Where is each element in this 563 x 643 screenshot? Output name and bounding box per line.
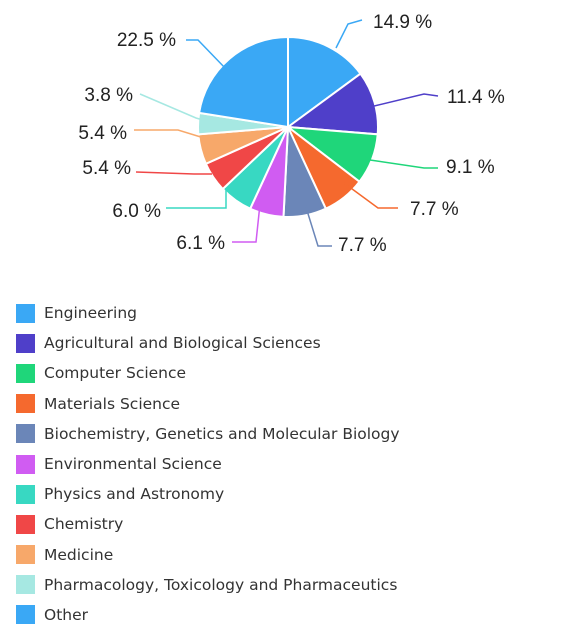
leader-line-7: [166, 188, 227, 209]
leader-line-4: [343, 182, 398, 209]
legend-item: Medicine: [16, 540, 400, 570]
slice-percent-label: 7.7 %: [338, 235, 387, 256]
legend-swatch: [16, 394, 35, 414]
leader-line-9: [134, 129, 205, 139]
legend-label: Physics and Astronomy: [44, 485, 225, 504]
legend-swatch: [16, 363, 35, 383]
slice-percent-label: 22.5 %: [117, 30, 176, 51]
legend-swatch: [16, 454, 35, 474]
legend-item: Biochemistry, Genetics and Molecular Bio…: [16, 419, 400, 449]
slice-percent-label: 5.4 %: [78, 123, 127, 144]
legend-label: Pharmacology, Toxicology and Pharmaceuti…: [44, 575, 398, 594]
pie-slice-2: [285, 72, 379, 136]
legend-item: Other: [16, 600, 400, 630]
legend-label: Materials Science: [44, 394, 181, 413]
chart-legend: Engineering Agricultural and Biological S…: [16, 298, 400, 630]
legend-label: Agricultural and Biological Sciences: [44, 334, 321, 353]
pie-chart: 14.9 % 11.4 % 9.1 % 7.7 % 7.7 % 6.1 % 6.0 % 5.4…: [78, 12, 505, 256]
leader-line-3: [369, 159, 438, 169]
slice-percent-label: 5.4 %: [82, 158, 131, 179]
legend-item: Chemistry: [16, 509, 400, 539]
leader-line-5: [304, 203, 332, 247]
legend-swatch: [16, 575, 35, 595]
legend-swatch: [16, 333, 35, 353]
legend-swatch: [16, 605, 35, 625]
slice-percent-label: 9.1 %: [446, 157, 495, 178]
legend-label: Environmental Science: [44, 455, 222, 474]
legend-label: Engineering: [44, 304, 137, 323]
leader-line-10: [139, 93, 211, 123]
legend-swatch: [16, 545, 35, 565]
legend-item: Pharmacology, Toxicology and Pharmaceuti…: [16, 570, 400, 600]
legend-swatch: [16, 424, 35, 444]
legend-item: Computer Science: [16, 358, 400, 388]
legend-label: Medicine: [44, 545, 114, 564]
slice-percent-label: 14.9 %: [373, 12, 432, 33]
leader-line-11: [186, 39, 227, 70]
pie-slice-1: [287, 35, 362, 129]
legend-swatch: [16, 303, 35, 323]
slice-percent-label: 6.0 %: [112, 201, 161, 222]
slice-percent-label: 3.8 %: [84, 85, 133, 106]
leader-line-2: [369, 93, 439, 108]
legend-label: Biochemistry, Genetics and Molecular Bio…: [44, 424, 400, 443]
legend-swatch: [16, 514, 35, 534]
leader-line-1: [335, 19, 363, 49]
slice-percent-label: 6.1 %: [176, 233, 225, 254]
leader-line-8: [135, 171, 212, 175]
legend-swatch: [16, 484, 35, 504]
legend-item: Engineering: [16, 298, 400, 328]
legend-label: Other: [44, 605, 89, 624]
pie-slice-11: [197, 35, 289, 129]
legend-item: Physics and Astronomy: [16, 479, 400, 509]
legend-item: Materials Science: [16, 389, 400, 419]
slice-percent-label: 7.7 %: [410, 199, 459, 220]
legend-label: Chemistry: [44, 515, 124, 534]
legend-item: Environmental Science: [16, 449, 400, 479]
legend-label: Computer Science: [44, 364, 187, 383]
slice-percent-label: 11.4 %: [447, 87, 505, 108]
leader-line-6: [232, 203, 261, 243]
legend-item: Agricultural and Biological Sciences: [16, 328, 400, 358]
